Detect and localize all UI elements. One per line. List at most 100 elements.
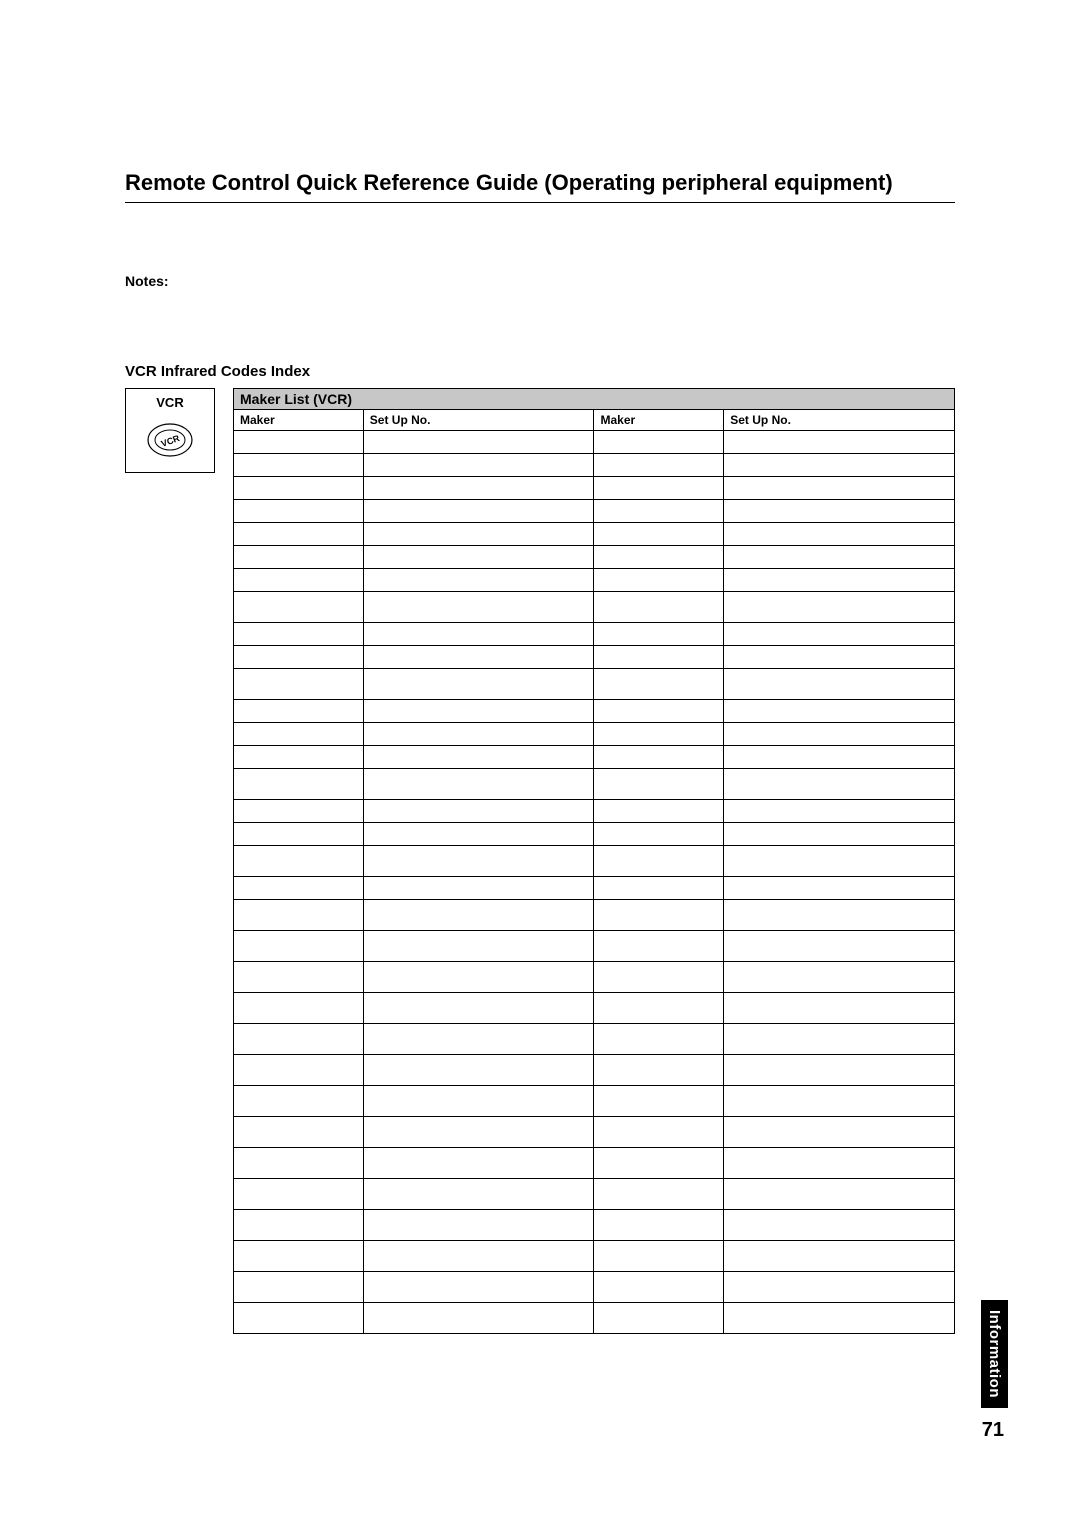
cell-setup — [724, 1303, 955, 1334]
cell-setup — [363, 1241, 594, 1272]
vcr-box-label: VCR — [130, 395, 210, 410]
notes-heading: Notes: — [125, 273, 955, 289]
cell-setup — [363, 592, 594, 623]
table-row — [234, 1024, 955, 1055]
table-row — [234, 877, 955, 900]
cell-setup — [724, 546, 955, 569]
cell-setup — [363, 500, 594, 523]
table-row — [234, 746, 955, 769]
col-header-maker-2: Maker — [594, 410, 724, 431]
table-row — [234, 846, 955, 877]
cell-maker — [234, 1272, 364, 1303]
cell-maker — [594, 1210, 724, 1241]
cell-maker — [594, 1117, 724, 1148]
cell-setup — [363, 1179, 594, 1210]
cell-setup — [363, 1086, 594, 1117]
table-row — [234, 623, 955, 646]
cell-maker — [234, 454, 364, 477]
cell-setup — [363, 1117, 594, 1148]
cell-maker — [234, 500, 364, 523]
table-row — [234, 962, 955, 993]
cell-setup — [724, 623, 955, 646]
maker-list-title: Maker List (VCR) — [233, 388, 955, 409]
intro-paragraph-placeholder — [125, 215, 955, 265]
cell-setup — [724, 500, 955, 523]
cell-setup — [724, 746, 955, 769]
cell-maker — [594, 592, 724, 623]
cell-setup — [363, 931, 594, 962]
cell-setup — [363, 569, 594, 592]
cell-setup — [363, 1055, 594, 1086]
cell-setup — [724, 769, 955, 800]
table-row — [234, 523, 955, 546]
col-header-setup-1: Set Up No. — [363, 410, 594, 431]
cell-maker — [594, 477, 724, 500]
cell-setup — [724, 877, 955, 900]
cell-maker — [594, 1272, 724, 1303]
col-header-maker-1: Maker — [234, 410, 364, 431]
cell-maker — [594, 900, 724, 931]
table-row — [234, 454, 955, 477]
table-row — [234, 931, 955, 962]
cell-maker — [594, 1179, 724, 1210]
cell-maker — [234, 723, 364, 746]
cell-setup — [724, 523, 955, 546]
cell-maker — [594, 1086, 724, 1117]
table-header-row: Maker Set Up No. Maker Set Up No. — [234, 410, 955, 431]
table-row — [234, 1179, 955, 1210]
maker-table-container: Maker List (VCR) Maker Set Up No. Maker … — [233, 388, 955, 1334]
cell-maker — [594, 431, 724, 454]
cell-setup — [363, 846, 594, 877]
cell-setup — [363, 1024, 594, 1055]
cell-maker — [594, 962, 724, 993]
cell-setup — [724, 1024, 955, 1055]
cell-maker — [234, 1086, 364, 1117]
table-row — [234, 431, 955, 454]
cell-setup — [363, 746, 594, 769]
cell-setup — [363, 877, 594, 900]
table-row — [234, 769, 955, 800]
cell-setup — [363, 900, 594, 931]
cell-maker — [594, 569, 724, 592]
table-row — [234, 1210, 955, 1241]
cell-maker — [234, 669, 364, 700]
table-row — [234, 477, 955, 500]
cell-setup — [724, 669, 955, 700]
cell-maker — [594, 823, 724, 846]
notes-body-placeholder — [125, 293, 955, 349]
cell-setup — [724, 1086, 955, 1117]
cell-maker — [234, 569, 364, 592]
cell-setup — [724, 700, 955, 723]
cell-maker — [234, 800, 364, 823]
cell-maker — [234, 1148, 364, 1179]
cell-maker — [234, 993, 364, 1024]
page-number: 71 — [982, 1419, 1004, 1442]
table-row — [234, 592, 955, 623]
maker-table: Maker Set Up No. Maker Set Up No. — [233, 409, 955, 1334]
cell-setup — [724, 454, 955, 477]
table-row — [234, 1055, 955, 1086]
cell-maker — [234, 769, 364, 800]
cell-setup — [724, 800, 955, 823]
cell-setup — [724, 646, 955, 669]
cell-setup — [363, 1148, 594, 1179]
cell-maker — [234, 1055, 364, 1086]
cell-setup — [363, 1210, 594, 1241]
table-row — [234, 646, 955, 669]
cell-setup — [724, 723, 955, 746]
cell-setup — [363, 454, 594, 477]
cell-setup — [724, 1210, 955, 1241]
cell-maker — [594, 993, 724, 1024]
cell-setup — [724, 823, 955, 846]
cell-maker — [234, 877, 364, 900]
cell-setup — [363, 823, 594, 846]
cell-setup — [724, 1179, 955, 1210]
cell-setup — [363, 669, 594, 700]
cell-maker — [594, 669, 724, 700]
cell-maker — [234, 746, 364, 769]
cell-setup — [724, 477, 955, 500]
cell-maker — [234, 546, 364, 569]
vcr-icon-text: VCR — [160, 433, 182, 449]
cell-maker — [594, 1303, 724, 1334]
cell-setup — [363, 962, 594, 993]
